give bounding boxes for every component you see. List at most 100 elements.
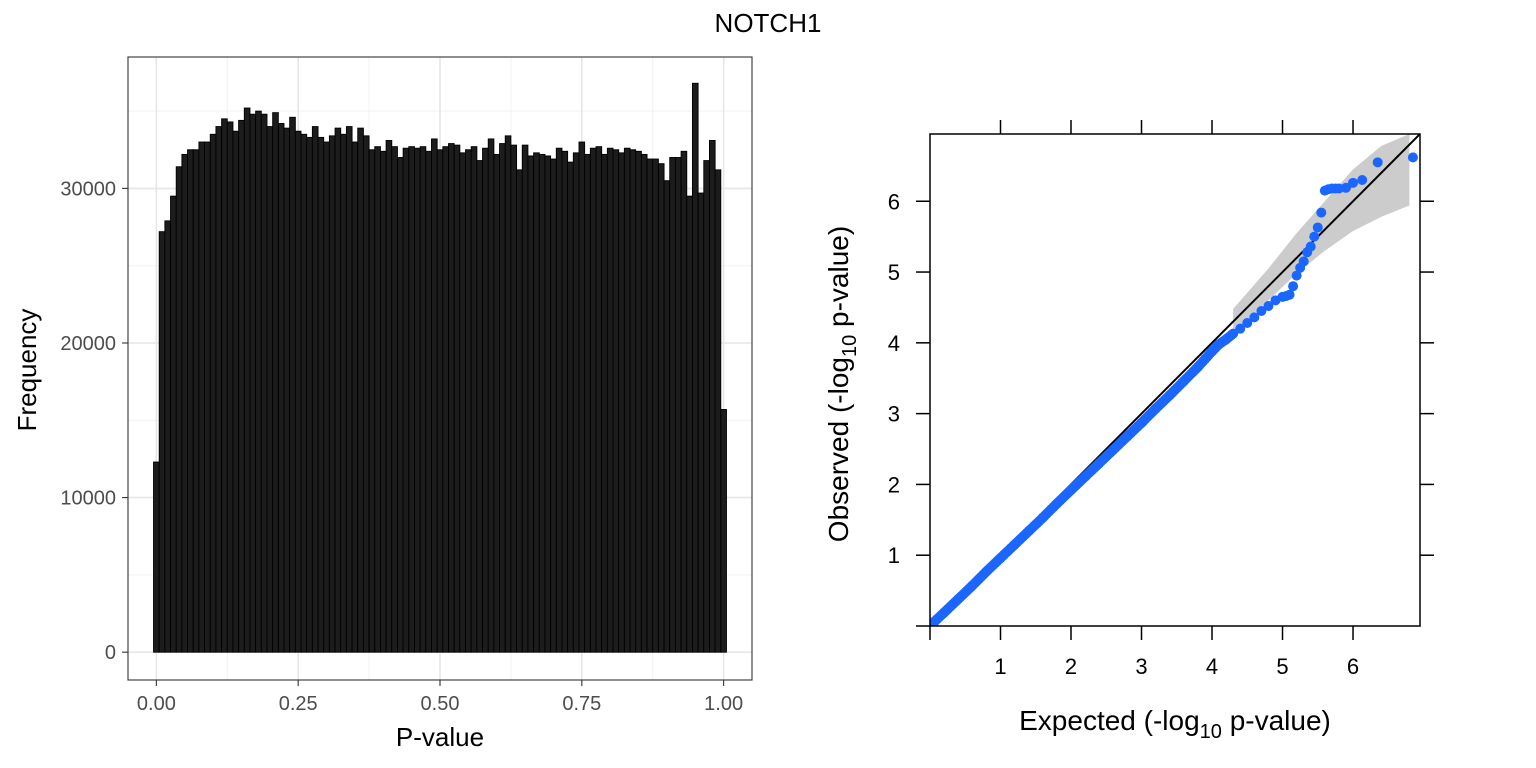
histogram-x-tick-label: 0.75: [562, 693, 601, 715]
histogram-bar: [691, 82, 699, 653]
qq-point: [1066, 485, 1077, 496]
qq-point: [1094, 458, 1105, 469]
histogram-bar: [334, 127, 342, 653]
histogram-bar: [221, 118, 228, 653]
qq-x-axis-label: Expected (-log10 p-value): [1019, 705, 1331, 743]
qq-point: [1207, 346, 1218, 357]
histogram-bar: [442, 146, 449, 653]
qq-y-tick-label: 1: [888, 543, 900, 568]
qq-x-tick-label: 2: [1065, 654, 1077, 679]
qq-point: [1348, 177, 1359, 188]
histogram-bar: [294, 130, 302, 653]
histogram-bar: [175, 166, 183, 653]
histogram-bar: [550, 158, 557, 653]
histogram-bar: [340, 133, 347, 653]
histogram-bar: [238, 119, 245, 653]
histogram-y-tick-label: 30000: [60, 178, 116, 200]
histogram-bar: [391, 146, 398, 653]
histogram-bar: [351, 141, 359, 653]
histogram-bar: [499, 143, 506, 653]
qq-point: [1305, 241, 1316, 252]
histogram-bar: [181, 153, 189, 653]
histogram-bar: [476, 160, 483, 653]
histogram-bar: [187, 149, 194, 653]
qq-point: [1214, 339, 1225, 350]
qq-plot-panel: 1 2 3 4 5 6 1 2 3 4 5 6 Expected (-log10 p-value) O…: [823, 120, 1434, 743]
qq-point: [1037, 512, 1048, 523]
qq-point: [1192, 361, 1203, 372]
histogram-bar: [504, 135, 512, 653]
histogram-bar: [584, 153, 591, 653]
histogram-bar: [306, 136, 313, 653]
qq-y-tick-label: 3: [888, 402, 900, 427]
histogram-bar: [538, 153, 546, 653]
histogram-bar: [379, 150, 387, 653]
histogram-bar: [402, 147, 410, 653]
histogram-bar: [374, 146, 381, 653]
histogram-bar: [419, 146, 427, 653]
histogram-bar: [158, 231, 166, 653]
qq-point: [1312, 222, 1323, 233]
histogram-bar: [448, 143, 455, 653]
qq-point: [1263, 301, 1274, 312]
qq-point: [1316, 207, 1327, 218]
qq-x-tick-label: 6: [1347, 654, 1359, 679]
histogram-bar: [192, 149, 200, 653]
histogram-bar: [453, 144, 461, 653]
histogram-bar: [618, 152, 625, 653]
histogram-bar: [260, 113, 268, 653]
histogram-bar: [345, 126, 353, 653]
histogram-bar: [255, 110, 262, 653]
histogram-bar: [669, 157, 676, 653]
qq-y-tick-label: 2: [888, 472, 900, 497]
histogram-bar: [198, 141, 206, 653]
histogram-bar: [589, 147, 597, 653]
qq-point: [1235, 323, 1246, 334]
histogram-bar: [170, 195, 177, 653]
qq-point: [1291, 270, 1302, 281]
histogram-bar: [232, 130, 240, 653]
histogram-bar: [204, 141, 211, 653]
qq-point: [995, 553, 1006, 564]
figure-title: NOTCH1: [715, 8, 822, 38]
histogram-x-tick-label: 0.25: [279, 693, 318, 715]
histogram-bar: [555, 147, 563, 653]
histogram-bar: [465, 149, 472, 653]
histogram-bar: [527, 155, 535, 653]
histogram-x-tick-label: 0.00: [137, 693, 176, 715]
histogram-bar: [674, 157, 682, 653]
histogram-bars: [153, 82, 727, 653]
histogram-bar: [385, 140, 393, 653]
histogram-bar: [640, 153, 648, 653]
qq-x-tick-label: 4: [1206, 654, 1218, 679]
qq-plot-border: [929, 133, 1421, 627]
qq-point: [1009, 539, 1020, 550]
histogram-bar: [425, 150, 432, 653]
qq-ticks: 1 2 3 4 5 6 1 2 3 4 5 6: [888, 120, 1434, 679]
histogram-y-ticks: 0 10000 20000 30000: [60, 178, 128, 664]
qq-point: [1178, 376, 1189, 387]
histogram-bar: [317, 136, 325, 653]
histogram-y-tick-label: 10000: [60, 488, 116, 510]
histogram-bar: [431, 138, 438, 653]
qq-point: [1256, 305, 1267, 316]
qq-point: [1023, 526, 1034, 537]
qq-point: [1288, 281, 1299, 292]
histogram-bar: [397, 157, 404, 653]
histogram-bar: [629, 149, 637, 653]
qq-point: [1372, 157, 1383, 168]
histogram-x-tick-label: 1.00: [704, 693, 743, 715]
qq-point: [1136, 417, 1147, 428]
qq-point: [930, 617, 939, 626]
histogram-bar: [709, 140, 716, 653]
histogram-bar: [680, 150, 688, 653]
qq-y-tick-label: 6: [888, 189, 900, 214]
qq-point: [981, 566, 992, 577]
histogram-bar: [521, 144, 529, 653]
qq-point: [939, 607, 950, 618]
qq-point: [1340, 182, 1351, 193]
histogram-bar: [646, 158, 654, 653]
histogram-bar: [164, 220, 171, 653]
histogram-bar: [697, 192, 705, 653]
histogram-bar: [652, 158, 659, 653]
